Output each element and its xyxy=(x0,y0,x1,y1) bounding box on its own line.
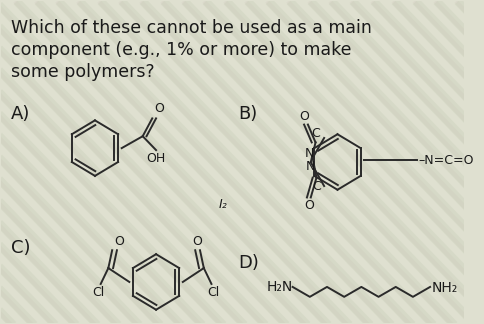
Text: B): B) xyxy=(238,106,257,123)
Text: O: O xyxy=(114,235,124,248)
Text: OH: OH xyxy=(147,152,166,165)
Text: NH₂: NH₂ xyxy=(432,281,458,295)
Text: N: N xyxy=(306,160,316,173)
Text: C): C) xyxy=(11,239,30,257)
Text: A): A) xyxy=(11,106,30,123)
Text: C: C xyxy=(311,127,320,140)
Text: O: O xyxy=(192,235,202,248)
Text: –N=C=O: –N=C=O xyxy=(419,154,474,167)
Text: Cl: Cl xyxy=(207,286,219,299)
Text: C: C xyxy=(312,179,321,192)
Text: D): D) xyxy=(238,254,259,272)
Text: component (e.g., 1% or more) to make: component (e.g., 1% or more) to make xyxy=(11,41,351,59)
Text: Which of these cannot be used as a main: Which of these cannot be used as a main xyxy=(11,19,372,37)
Text: Cl: Cl xyxy=(92,286,105,299)
Text: O: O xyxy=(304,200,314,213)
Text: N: N xyxy=(305,147,315,160)
Text: H₂N: H₂N xyxy=(267,280,293,294)
Text: O: O xyxy=(154,102,164,115)
Text: O: O xyxy=(299,110,309,122)
Text: I₂: I₂ xyxy=(219,198,227,211)
Text: some polymers?: some polymers? xyxy=(11,63,154,81)
